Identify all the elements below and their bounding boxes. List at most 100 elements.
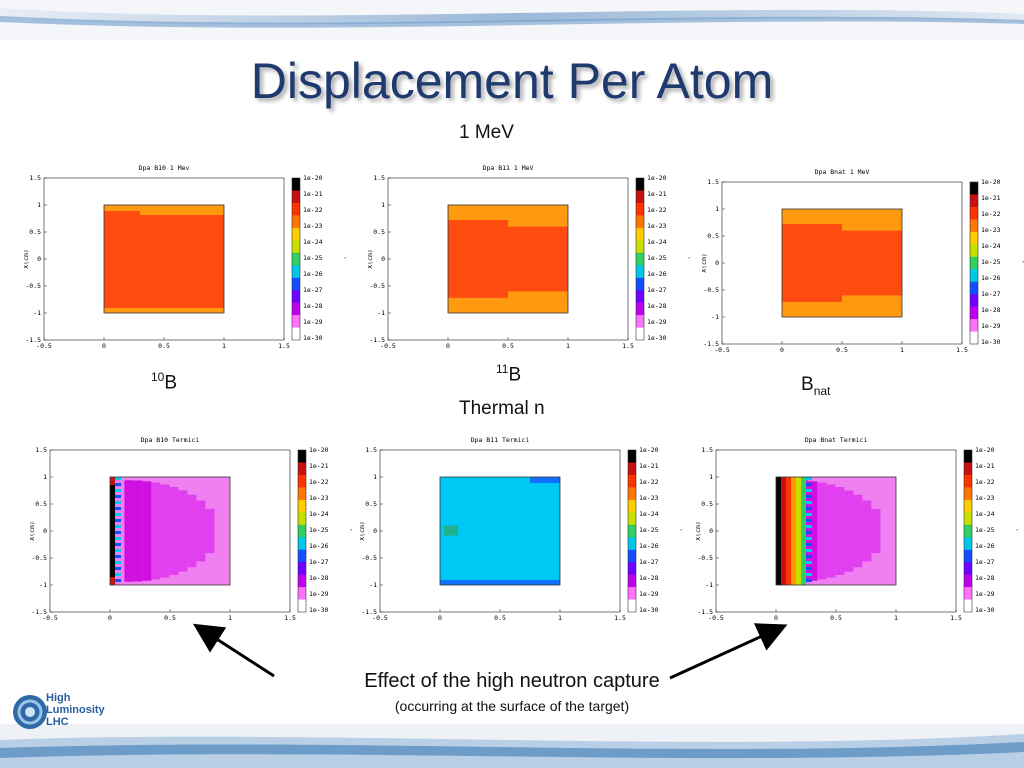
dpa-edge-top: [842, 224, 902, 231]
colorbar-swatch: [292, 302, 300, 316]
colorbar-tick-label: 1e-21: [975, 462, 995, 470]
heatmap-svg: Dpa Bnat Termici-0.500.511.5Z(cm)1.510.5…: [694, 436, 1024, 630]
colorbar-tick-label: 1e-22: [981, 210, 1001, 218]
y-axis-label: X(cm): [24, 249, 30, 269]
dpa-surface-mix: [115, 567, 121, 570]
colorbar-tick-label: 1e-25: [647, 254, 667, 262]
plot-bnat-thermal: Dpa Bnat Termici-0.500.511.5Z(cm)1.510.5…: [694, 432, 1024, 630]
colorbar-tick-label: 1e-26: [647, 270, 667, 278]
x-tick-label: 1: [222, 342, 226, 350]
colorbar-tick-label: 1e-26: [309, 542, 329, 550]
y-tick-label: 0: [381, 255, 385, 263]
colorbar-tick-label: 1e-27: [975, 558, 995, 566]
colorbar-tick-label: 1e-30: [309, 606, 329, 614]
dpa-surface-mix: [806, 501, 812, 504]
dpa-edge-top: [140, 211, 224, 215]
y-tick-label: 1: [381, 201, 385, 209]
colorbar-swatch: [964, 587, 972, 601]
x-tick-label: 1.5: [950, 614, 962, 622]
colorbar-tick-label: 1e-21: [303, 190, 323, 198]
plot-b10-thermal: Dpa B10 Termici-0.500.511.5Z(cm)1.510.50…: [28, 432, 358, 630]
colorbar-swatch: [628, 537, 636, 551]
colorbar-tick-label: 1e-23: [975, 494, 995, 502]
plot-b10-1mev: Dpa B10 1 Mev-0.500.511.5Z(cm)1.510.50-0…: [22, 160, 352, 358]
colorbar-tick-label: 1e-28: [647, 302, 667, 310]
colorbar-tick-label: 1e-27: [981, 290, 1001, 298]
dpa-surface-mix: [806, 513, 812, 516]
dpa-core: [826, 484, 836, 578]
colorbar-swatch: [628, 512, 636, 526]
y-tick-label: -1: [705, 581, 713, 589]
label-b11-symbol: B: [508, 364, 522, 386]
y-tick-label: 1.5: [365, 446, 377, 454]
dpa-core: [133, 480, 143, 582]
dpa-surface-mix: [115, 525, 121, 528]
colorbar-tick-label: 1e-28: [975, 574, 995, 582]
colorbar-swatch: [628, 549, 636, 563]
colorbar-tick-label: 1e-25: [309, 526, 329, 534]
colorbar-swatch: [970, 256, 978, 270]
colorbar-tick-label: 1e-22: [309, 478, 329, 486]
colorbar-frame: [963, 449, 973, 613]
dpa-core: [817, 482, 827, 580]
colorbar-tick-label: 1e-25: [981, 258, 1001, 266]
colorbar-swatch: [298, 587, 306, 601]
dpa-surface-mix: [806, 477, 812, 480]
y-axis-label: X(cm): [368, 249, 374, 269]
colorbar-swatch: [298, 462, 306, 476]
colorbar-swatch: [964, 512, 972, 526]
dpa-core: [178, 490, 188, 572]
y-tick-label: -0.5: [369, 282, 385, 290]
slide-title: Displacement Per Atom: [250, 53, 774, 109]
x-tick-label: 1.5: [622, 342, 634, 350]
dpa-surface-mix: [806, 543, 812, 546]
colorbar-tick-label: 1e-29: [981, 322, 1001, 330]
dpa-surface-mix: [115, 531, 121, 534]
logo-line-2: Luminosity: [46, 704, 105, 716]
y-tick-label: 1.5: [29, 174, 41, 182]
colorbar-swatch: [964, 562, 972, 576]
section-label-thermal: Thermal n: [459, 398, 545, 419]
dpa-surface-band: [791, 477, 796, 585]
dpa-surface-band: [786, 477, 791, 585]
dpa-surface-mix: [806, 555, 812, 558]
y-tick-label: 0.5: [35, 500, 47, 508]
colorbar-swatch: [964, 599, 972, 613]
dpa-surface-band: [110, 477, 115, 485]
colorbar-tick-label: 1e-24: [975, 510, 995, 518]
y-tick-label: 1.5: [701, 446, 713, 454]
colorbar-tick-label: 1e-24: [639, 510, 659, 518]
dpa-core: [142, 481, 152, 581]
dpa-surface-band: [110, 477, 115, 585]
colorbar-swatch: [298, 512, 306, 526]
plot-bnat-1mev: Dpa Bnat 1 MeV-0.500.511.5Z(cm)1.510.50-…: [700, 164, 1024, 362]
colorbar-tick-label: 1e-21: [309, 462, 329, 470]
colorbar-tick-label: 1e-26: [303, 270, 323, 278]
y-tick-label: -1.5: [697, 608, 713, 616]
colorbar-swatch: [636, 240, 644, 254]
y-tick-label: 1: [373, 473, 377, 481]
dpa-surface-mix: [806, 525, 812, 528]
callout-sub-text: (occurring at the surface of the target): [394, 698, 630, 714]
y-tick-label: 0.5: [29, 228, 41, 236]
colorbar-tick-label: 1e-30: [981, 338, 1001, 346]
x-tick-label: 1.5: [614, 614, 626, 622]
colorbar-swatch: [636, 215, 644, 229]
dpa-surface-mix: [806, 549, 812, 552]
x-tick-label: 1: [894, 614, 898, 622]
y-tick-label: 1.5: [373, 174, 385, 182]
x-tick-label: 0.5: [836, 346, 848, 354]
dpa-edge-bottom: [508, 291, 568, 298]
dpa-surface-mix: [806, 483, 812, 486]
x-tick-label: -0.5: [708, 614, 724, 622]
colorbar-frame: [969, 181, 979, 345]
colorbar-swatch: [298, 574, 306, 588]
dpa-surface-band: [110, 577, 115, 585]
dpa-core: [871, 508, 881, 554]
y-tick-label: 1: [715, 205, 719, 213]
dpa-edge-top: [782, 209, 902, 225]
colorbar-swatch: [298, 474, 306, 488]
dpa-core: [187, 494, 197, 568]
colorbar-swatch: [298, 487, 306, 501]
colorbar-tick-label: 1e-24: [647, 238, 667, 246]
